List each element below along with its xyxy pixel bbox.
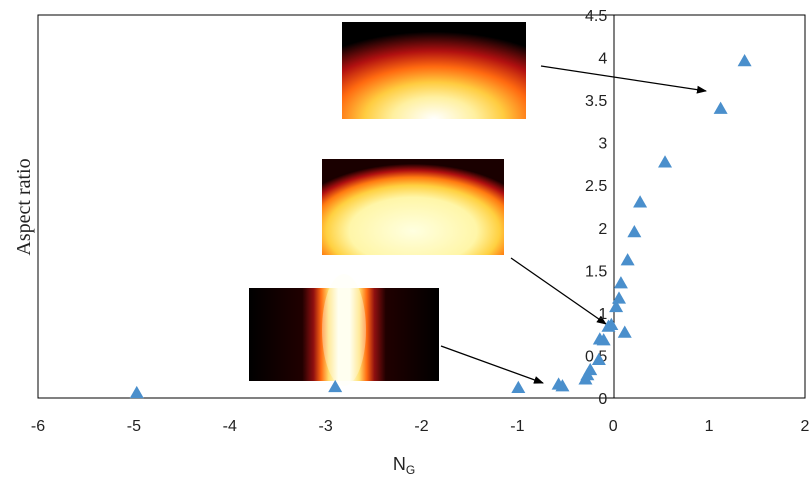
x-tick-label: -6 (31, 418, 45, 435)
data-point (328, 379, 343, 393)
y-tick-label: 2 (598, 221, 607, 238)
data-point (511, 380, 526, 394)
data-point (620, 253, 635, 266)
data-point (583, 362, 598, 376)
data-point (612, 291, 627, 304)
data-point (627, 225, 642, 238)
y-tick-label: 1 (598, 306, 607, 323)
y-tick-label: 1.5 (585, 263, 607, 280)
y-tick-label: 3 (598, 136, 607, 153)
x-tick-label: 0 (609, 418, 618, 435)
x-axis-label: NG (393, 454, 415, 477)
arrow-bottom (440, 345, 544, 384)
x-tick-label: -2 (414, 418, 428, 435)
data-points (129, 53, 752, 399)
x-tick-label: -1 (510, 418, 524, 435)
x-tick-labels: -6 -5 -4 -3 -2 -1 0 1 2 (31, 418, 809, 435)
data-point (609, 299, 624, 313)
data-point (617, 325, 632, 338)
y-tick-labels: 00.511.522.533.544.5 (585, 8, 607, 408)
x-tick-label: 1 (705, 418, 714, 435)
arrow-middle (510, 257, 607, 325)
arrow-top (540, 65, 707, 94)
y-axis-label: Aspect ratio (13, 158, 35, 255)
data-point (737, 53, 752, 67)
y-tick-label: 0 (598, 391, 607, 408)
x-tick-label: -4 (223, 418, 237, 435)
plot-frame (37, 14, 806, 399)
data-point (713, 101, 728, 114)
data-point (129, 385, 144, 399)
y-tick-label: 4.5 (585, 8, 607, 25)
data-point (604, 317, 619, 331)
x-tick-label: -3 (319, 418, 333, 435)
y-tick-label: 3.5 (585, 93, 607, 110)
x-tick-label: -5 (127, 418, 141, 435)
data-point (633, 195, 648, 208)
inset-tall-ellipse (342, 22, 526, 119)
data-point (591, 352, 606, 365)
inset-round-ellipse (322, 159, 504, 255)
data-point (596, 333, 611, 346)
inset-narrow-ellipse (249, 274, 439, 386)
data-point (555, 379, 570, 392)
x-tick-label: 2 (801, 418, 809, 435)
y-tick-label: 4 (598, 51, 607, 68)
y-tick-label: 2.5 (585, 178, 607, 195)
data-point (613, 276, 628, 289)
data-point (658, 155, 673, 168)
